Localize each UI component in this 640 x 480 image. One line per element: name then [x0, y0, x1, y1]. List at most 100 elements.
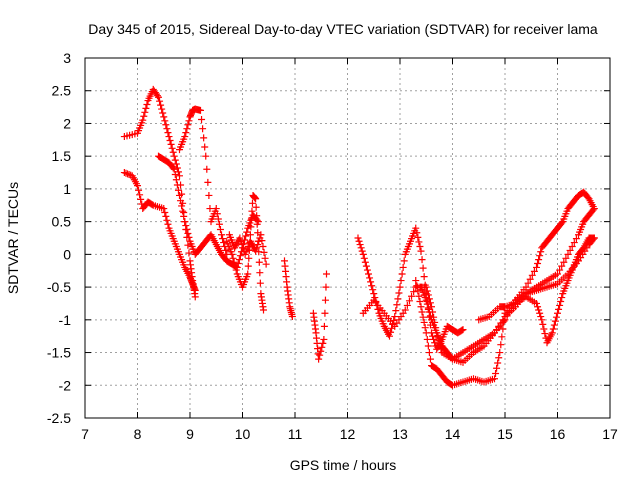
- series-satellite-track-J: [412, 205, 598, 389]
- data-point: [315, 355, 323, 363]
- series-satellite-track-I: [359, 188, 598, 363]
- x-axis-label: GPS time / hours: [290, 457, 397, 473]
- data-point: [414, 233, 422, 241]
- data-point: [288, 313, 296, 321]
- data-point: [162, 121, 170, 129]
- data-point: [256, 279, 264, 287]
- data-point: [550, 321, 558, 329]
- data-point: [122, 169, 130, 177]
- data-point: [568, 243, 576, 251]
- data-point: [410, 288, 418, 296]
- data-point: [396, 283, 404, 291]
- data-point: [256, 269, 264, 277]
- data-point: [424, 342, 432, 350]
- data-point: [161, 208, 169, 216]
- data-point: [206, 205, 214, 213]
- data-point: [420, 318, 428, 326]
- y-tick-label: 0: [63, 246, 71, 262]
- data-point: [181, 218, 189, 226]
- data-point: [258, 237, 266, 245]
- x-tick-label: 11: [288, 426, 303, 442]
- data-point: [536, 309, 544, 317]
- data-point: [397, 277, 405, 285]
- data-point: [172, 160, 180, 168]
- data-point: [422, 329, 430, 337]
- data-point: [417, 303, 425, 311]
- y-tick-label: -0.5: [47, 279, 71, 295]
- data-point: [458, 326, 466, 334]
- series-satellite-track-H: [354, 224, 467, 353]
- data-point: [393, 301, 401, 309]
- data-point: [429, 332, 437, 340]
- data-point: [179, 207, 187, 215]
- x-tick-label: 9: [186, 426, 194, 442]
- y-tick-label: -1.5: [47, 345, 71, 361]
- data-point: [253, 244, 261, 252]
- data-point: [201, 143, 209, 151]
- data-point: [235, 256, 243, 264]
- data-point: [183, 125, 191, 133]
- data-point: [363, 266, 371, 274]
- data-point: [589, 235, 597, 243]
- data-point: [590, 234, 598, 242]
- data-point: [425, 295, 433, 303]
- x-tick-label: 16: [550, 426, 566, 442]
- data-point: [417, 247, 425, 255]
- data-point: [557, 297, 565, 305]
- series-satellite-track-C: [155, 152, 262, 271]
- data-point: [174, 186, 182, 194]
- data-point: [216, 225, 224, 233]
- data-point: [321, 309, 329, 317]
- data-point: [526, 275, 534, 283]
- data-point: [405, 297, 413, 305]
- data-point: [180, 212, 188, 220]
- data-point: [191, 293, 199, 301]
- data-point: [244, 270, 252, 278]
- data-point: [426, 299, 434, 307]
- data-point: [360, 254, 368, 262]
- series-satellite-track-G: [281, 257, 330, 363]
- data-point: [318, 343, 326, 351]
- data-point: [229, 254, 237, 262]
- data-point: [143, 100, 151, 108]
- data-point: [213, 210, 221, 218]
- data-point: [191, 286, 199, 294]
- data-point: [425, 349, 433, 357]
- data-point: [214, 215, 222, 223]
- data-point: [496, 349, 504, 357]
- data-point: [170, 165, 178, 173]
- data-point: [182, 129, 190, 137]
- data-points: [120, 85, 598, 389]
- data-point: [171, 156, 179, 164]
- data-point: [424, 304, 432, 312]
- data-point: [171, 171, 179, 179]
- data-point: [367, 278, 375, 286]
- data-point: [418, 256, 426, 264]
- data-point: [243, 228, 251, 236]
- data-point: [260, 306, 267, 314]
- data-point: [369, 286, 377, 294]
- y-tick-label: 1.5: [52, 148, 72, 164]
- data-point: [160, 205, 168, 213]
- data-point: [398, 270, 406, 278]
- data-point: [183, 225, 191, 233]
- data-point: [589, 206, 597, 214]
- data-point: [230, 258, 238, 266]
- data-point: [173, 181, 181, 189]
- data-point: [177, 197, 185, 205]
- data-point: [317, 347, 325, 355]
- y-tick-label: 1: [63, 181, 71, 197]
- data-point: [125, 171, 133, 179]
- chart-title: Day 345 of 2015, Sidereal Day-to-day VTE…: [88, 21, 598, 37]
- data-point: [533, 299, 540, 307]
- data-point: [415, 238, 423, 246]
- x-tick-label: 15: [497, 426, 513, 442]
- data-point: [430, 335, 438, 343]
- data-point: [215, 220, 223, 228]
- data-point: [140, 112, 148, 120]
- data-point: [423, 335, 431, 343]
- data-point: [558, 294, 566, 302]
- data-point: [212, 205, 220, 213]
- data-point: [323, 270, 330, 278]
- data-point: [255, 258, 263, 266]
